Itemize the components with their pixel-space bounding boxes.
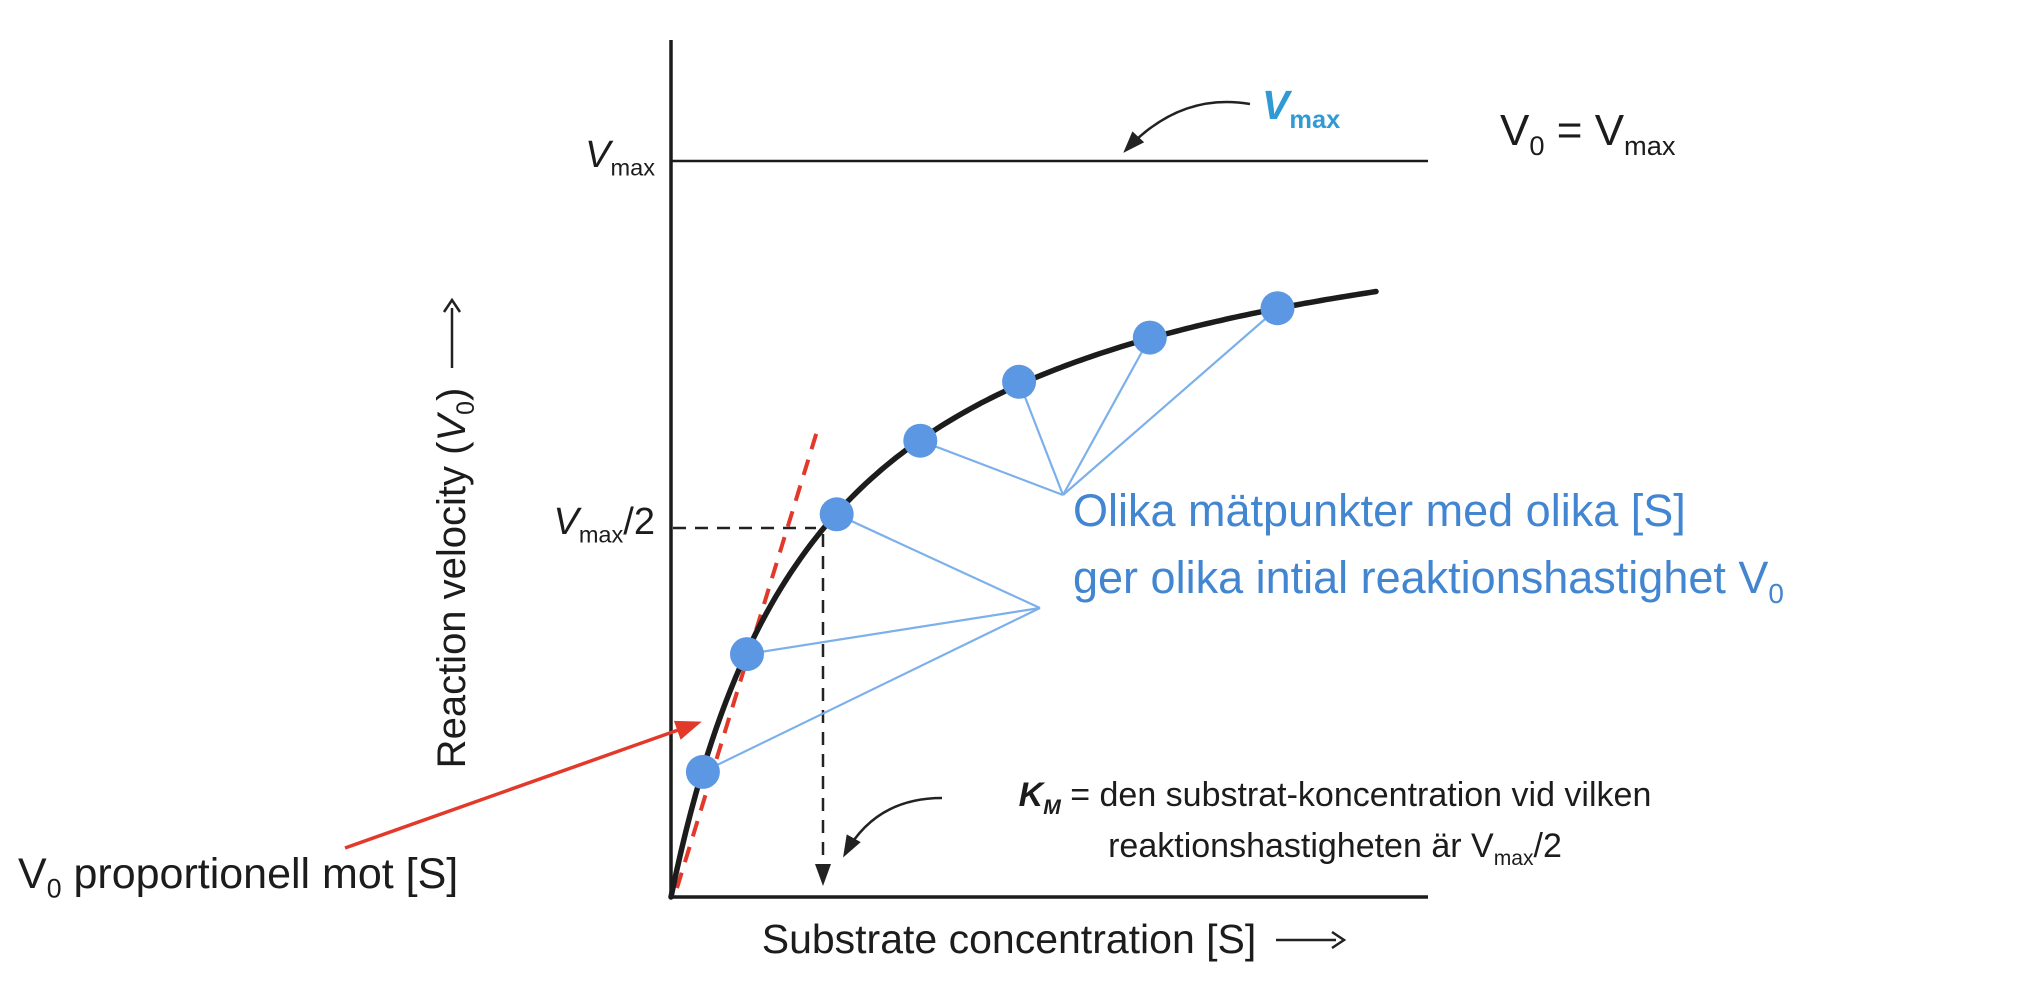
km-definition-line-1: KM = den substrat-koncentration vid vilk… [1018,776,1652,819]
x-axis-label-text: Substrate concentration [S] [761,916,1257,962]
measurement-points-annotation: Olika mätpunkter med olika [S] ger olika… [1073,478,1784,611]
fan-line [1018,381,1065,496]
y-axis-label-text: Reaction velocity (V0) [429,387,480,769]
annotation-line-1: Olika mätpunkter med olika [S] [1073,485,1686,536]
data-point [685,754,720,789]
y-axis-label: Reaction velocity (V0) [424,182,480,882]
vmax2-tick-base: V [553,501,579,543]
km-definition: KM = den substrat-koncentration vid vilk… [945,770,1725,872]
vmax-tick-sub: max [610,154,655,181]
y-tick-vmax-half: Vmax/2 [415,501,655,546]
data-point [730,637,764,672]
fan-line [1062,307,1279,496]
data-point [819,497,854,532]
fan-lines [702,307,1279,773]
km-pointer-arrow [843,796,943,858]
fan-line [1062,337,1151,496]
vmax2-tick-sub: max [578,521,624,548]
fan-line [919,439,1064,497]
v0-proportional-label: V0 proportionell mot [S] [18,850,459,904]
data-point [1132,320,1167,355]
y-tick-vmax: Vmax [455,134,655,179]
y-axis-arrow-icon [442,297,462,368]
km-dashed-arrowhead-icon [815,864,831,886]
data-points [685,291,1295,789]
data-point [1260,291,1295,326]
vmax-pointer-arrow [1123,100,1251,153]
vmax2-tick-suffix: /2 [623,501,655,543]
v0-proportional-arrow [344,720,702,850]
v0-equals-vmax-label: V0 = Vmax [1500,106,1676,161]
km-definition-line-2: reaktionshastigheten är Vmax/2 [1108,827,1562,870]
annotation-line-2: ger olika intial reaktionshastighet V0 [1073,551,1784,609]
data-point [903,423,938,458]
fan-line [702,607,1041,773]
fan-line [746,606,1041,656]
vmax-curve-label: Vmax [1262,82,1341,135]
data-point [1002,364,1037,399]
x-axis-label: Substrate concentration [S] [655,916,1455,963]
vmax-tick-base: V [585,134,611,176]
fan-line [836,513,1041,609]
x-axis-arrow-icon [1276,930,1347,949]
